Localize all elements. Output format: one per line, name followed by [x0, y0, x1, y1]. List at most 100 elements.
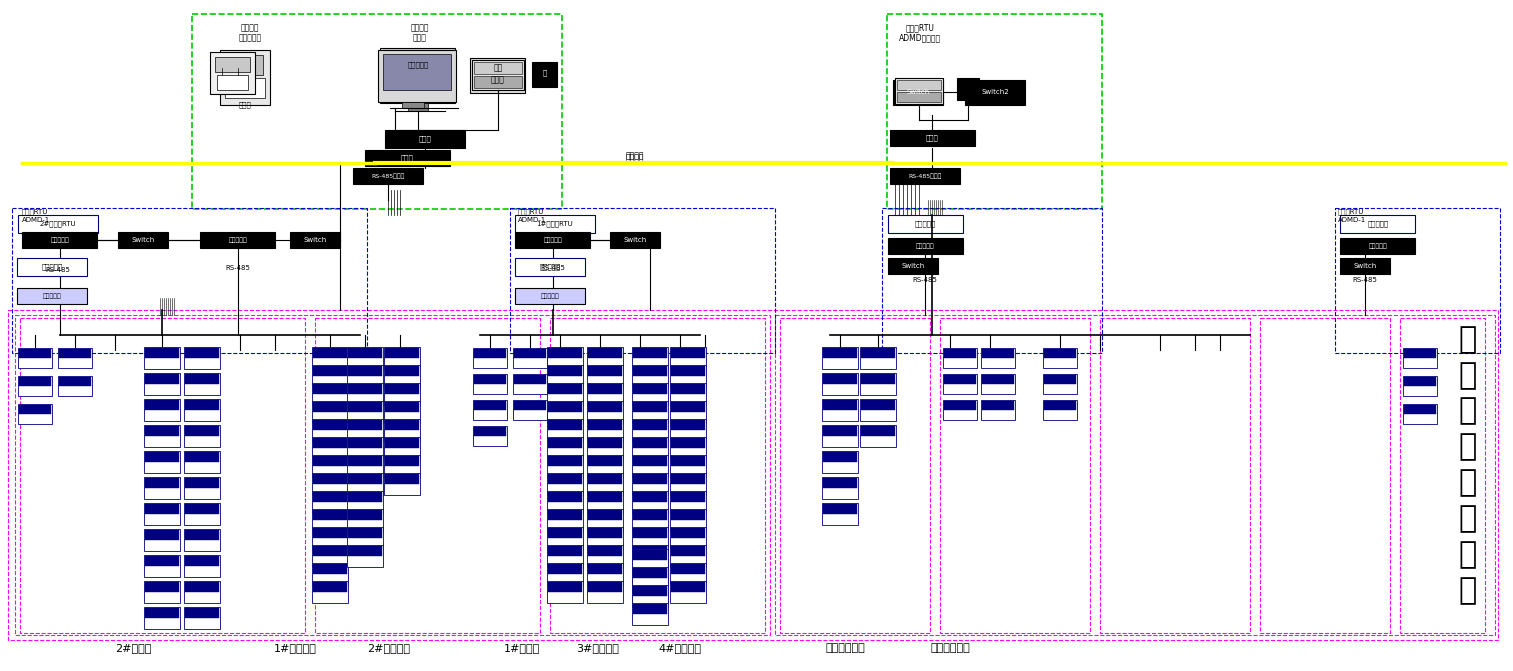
Bar [589, 348, 622, 358]
Bar [589, 582, 622, 592]
Bar [548, 546, 583, 556]
Bar [670, 366, 705, 376]
Bar [587, 509, 623, 531]
Bar [1403, 376, 1437, 396]
Bar [185, 426, 219, 436]
Bar [632, 585, 669, 607]
Bar [943, 348, 977, 368]
Bar [313, 420, 346, 430]
Bar [548, 456, 583, 466]
Bar [670, 563, 707, 585]
Bar [312, 455, 348, 477]
Text: 网络线缆: 网络线缆 [626, 152, 645, 160]
Bar [313, 438, 346, 448]
Bar [290, 232, 340, 248]
Bar [882, 208, 1101, 353]
Bar [670, 347, 707, 369]
Bar [59, 349, 91, 358]
Bar [632, 527, 669, 549]
Bar [587, 545, 623, 567]
Bar [145, 582, 179, 592]
Bar [587, 527, 623, 549]
Bar [632, 567, 669, 589]
Bar [346, 437, 383, 459]
Bar [474, 76, 522, 88]
Bar [200, 232, 275, 248]
Bar [670, 455, 707, 477]
Bar [185, 373, 219, 395]
Text: 1#开闭所RTU: 1#开闭所RTU [537, 221, 573, 227]
Bar [670, 528, 705, 538]
Bar [548, 438, 583, 448]
Bar [312, 581, 348, 603]
Bar [348, 384, 381, 394]
Bar [145, 374, 179, 384]
Bar [514, 401, 546, 410]
Bar [887, 14, 1101, 209]
Bar [348, 510, 381, 520]
Bar [1100, 318, 1250, 633]
Text: 光纤接换机: 光纤接换机 [540, 293, 560, 299]
Bar [1404, 349, 1436, 358]
Bar [632, 510, 667, 520]
Bar [548, 491, 583, 513]
Bar [18, 348, 51, 368]
Bar [670, 510, 705, 520]
Bar [313, 474, 346, 484]
Bar [670, 348, 705, 358]
Text: 网络线缆: 网络线缆 [626, 154, 645, 162]
Bar [958, 78, 979, 100]
Text: RS-485: RS-485 [1353, 277, 1377, 283]
Bar [632, 384, 667, 394]
Bar [20, 318, 306, 633]
Bar [861, 400, 896, 410]
Bar [632, 348, 667, 358]
Bar [548, 545, 583, 567]
Text: 2#开闭所RTU: 2#开闭所RTU [39, 221, 76, 227]
Text: 光纤接换机: 光纤接换机 [42, 293, 62, 299]
Bar [313, 384, 346, 394]
Bar [548, 383, 583, 405]
Bar [943, 400, 977, 420]
Bar [670, 437, 707, 459]
Bar [185, 399, 219, 421]
Bar [670, 365, 707, 387]
Bar [632, 456, 667, 466]
Bar [823, 374, 856, 384]
Bar [346, 419, 383, 441]
Bar [348, 348, 381, 358]
Bar [589, 366, 622, 376]
Bar [185, 477, 219, 499]
Bar [474, 62, 522, 74]
Text: 交换机: 交换机 [401, 155, 413, 161]
Bar [670, 582, 705, 592]
Bar [670, 564, 705, 574]
Bar [632, 437, 669, 459]
Bar [670, 438, 705, 448]
Bar [944, 401, 976, 410]
Text: 服务器群: 服务器群 [241, 23, 259, 32]
Bar [944, 349, 976, 358]
Bar [312, 383, 348, 405]
Bar [378, 50, 455, 102]
Bar [15, 315, 770, 635]
Bar [548, 420, 583, 430]
Text: 数据库服务: 数据库服务 [239, 34, 262, 42]
Bar [20, 405, 51, 414]
Bar [384, 474, 419, 484]
Bar [384, 437, 421, 459]
Bar [861, 426, 896, 436]
Bar [982, 401, 1014, 410]
Text: Switch2: Switch2 [982, 89, 1009, 95]
Bar [548, 473, 583, 495]
Bar [897, 80, 941, 90]
Bar [312, 473, 348, 495]
Bar [632, 402, 667, 412]
Bar [632, 347, 669, 369]
Text: 服务器: 服务器 [492, 76, 505, 85]
Text: RS-485: RS-485 [45, 267, 71, 273]
Bar [982, 349, 1014, 358]
Bar [587, 383, 623, 405]
Bar [192, 14, 561, 209]
Bar [384, 365, 421, 387]
